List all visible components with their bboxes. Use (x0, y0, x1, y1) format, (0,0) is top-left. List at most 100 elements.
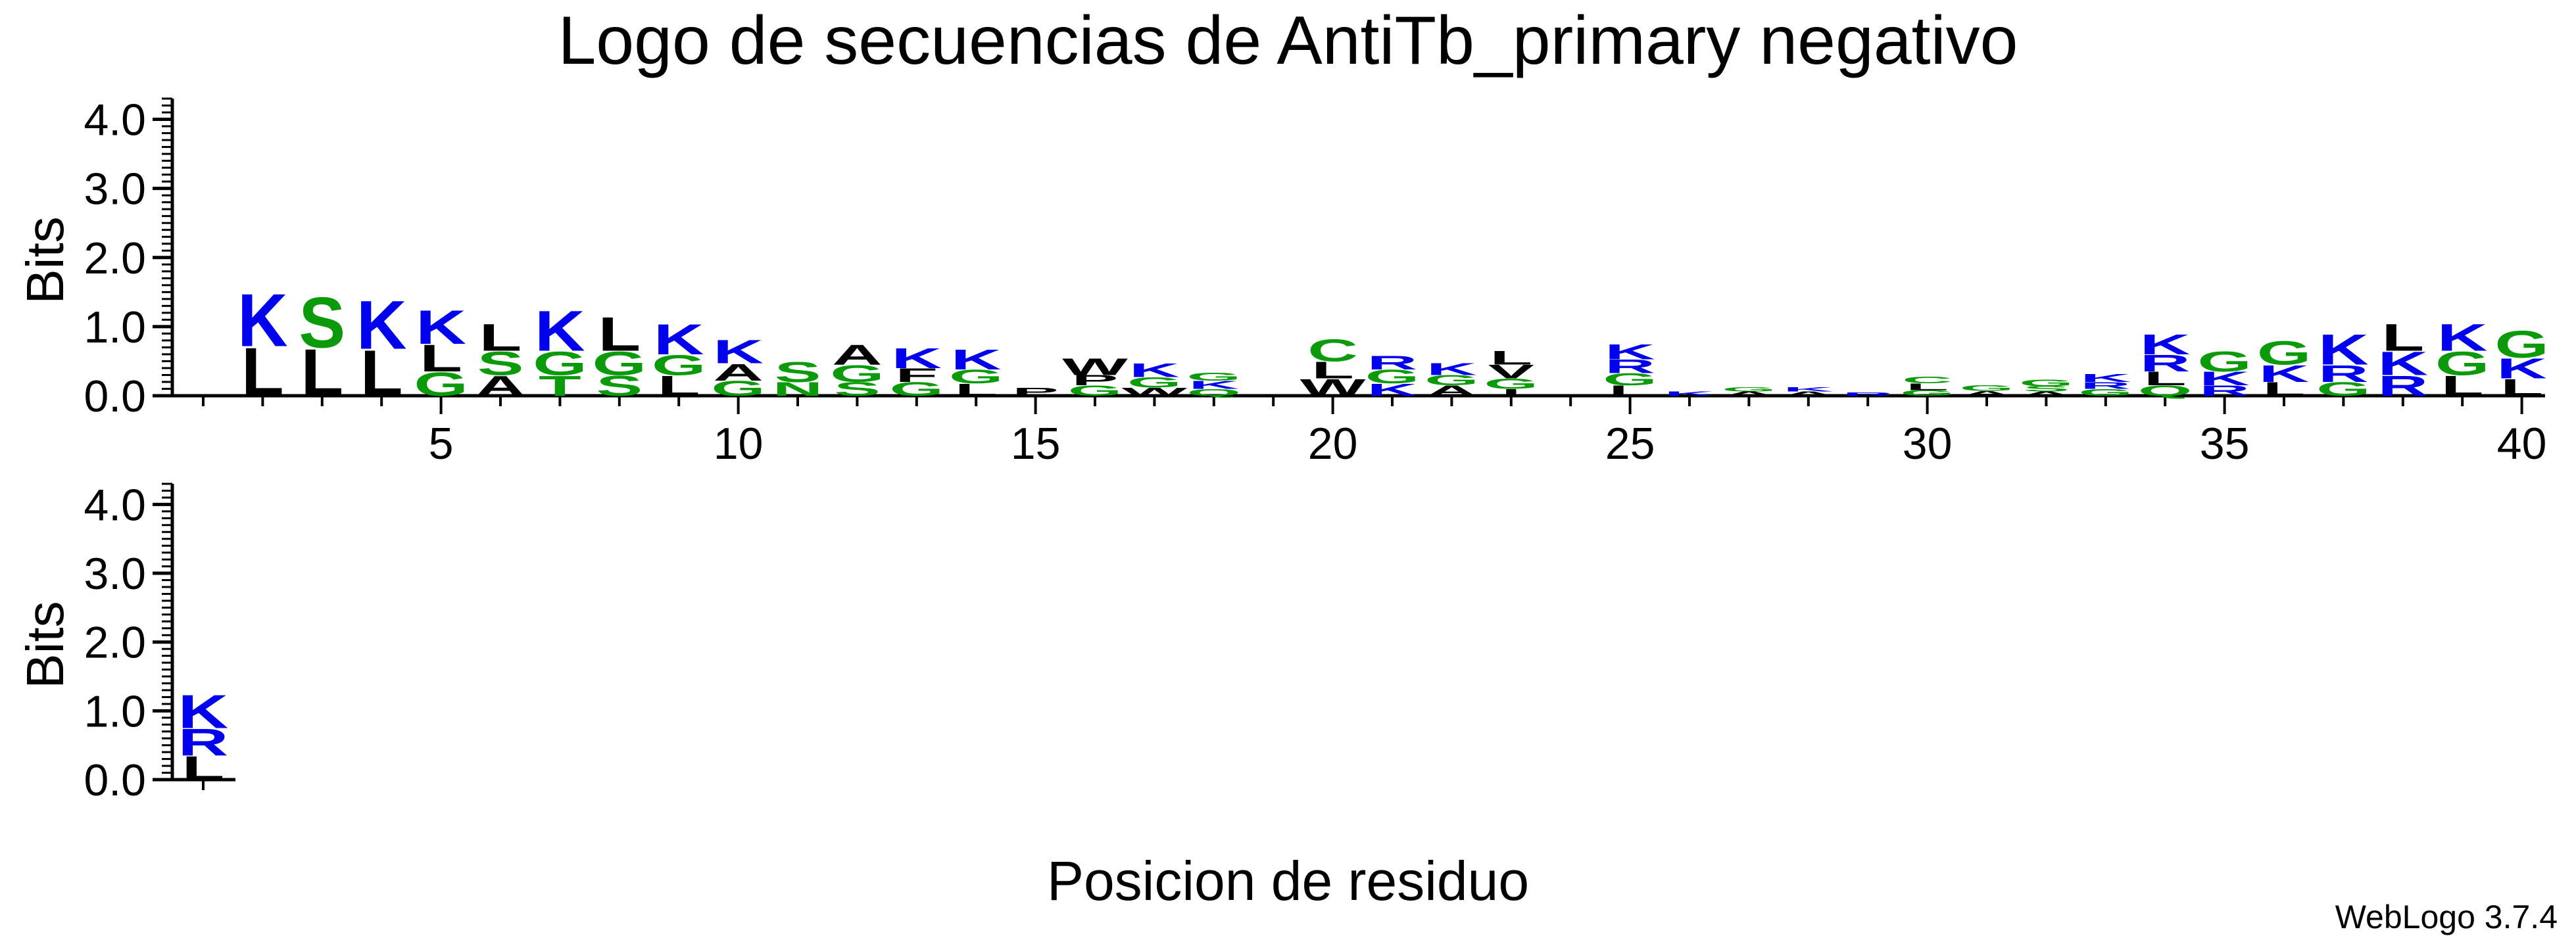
logo-letter: K (1189, 379, 1240, 392)
logo-letter: G (2079, 387, 2133, 398)
logo-letter: L (2500, 374, 2543, 401)
logo-letter: L (1609, 383, 1651, 399)
logo-letter: K (2378, 344, 2428, 382)
x-tick-label: 20 (1308, 419, 1358, 469)
x-tick-label: 25 (1605, 419, 1655, 469)
logo-letter: G (1960, 384, 2014, 392)
x-tick-label: 35 (2200, 419, 2250, 469)
logo-letter: A (475, 370, 525, 402)
logo-letter: Q (2138, 383, 2192, 399)
logo-letter: G (652, 350, 706, 382)
logo-letter: R (178, 722, 228, 765)
logo-letter: C (1307, 333, 1357, 368)
logo-letter: K (951, 344, 1001, 376)
x-axis-label: Posicion de residuo (1046, 850, 1530, 912)
logo-letter: S (834, 379, 881, 400)
logo-letter: L (598, 308, 641, 362)
logo-letter: G (2019, 377, 2073, 388)
logo-letter: A (1724, 390, 1774, 397)
y-tick-label: 2.0 (84, 233, 146, 283)
logo-letter: G (2197, 346, 2251, 378)
logo-letter: K (1426, 360, 1476, 379)
logo-letter: L (2263, 379, 2306, 400)
logo-letter: R (2378, 370, 2428, 402)
logo-letter: G (711, 377, 765, 400)
y-tick-label: 4.0 (84, 95, 146, 145)
logo-letter: K (356, 287, 406, 364)
logo-letter: S (775, 356, 821, 389)
x-tick-label: 5 (429, 419, 454, 469)
logo-letter: A (2021, 390, 2071, 397)
logo-letter: A (832, 339, 882, 371)
logo-letter: K (535, 298, 585, 363)
logo-letter: L (2381, 317, 2424, 360)
logo-letter: T (539, 370, 581, 402)
logo-letter: W (1121, 385, 1187, 398)
logo-letter: K (2437, 317, 2487, 360)
logo-letter: G (1900, 389, 1954, 397)
logo-letter: L (182, 749, 225, 787)
logo-letter: K (178, 686, 228, 739)
logo-letter: G (1127, 375, 1181, 390)
logo-letter: R (2140, 350, 2190, 377)
chart-title: Logo de secuencias de AntiTb_primary neg… (558, 3, 2018, 79)
logo-letter: G (1484, 376, 1538, 392)
y-axis-label: Bits (16, 216, 74, 304)
logo-letter: K (892, 342, 942, 375)
logo-letter: L (301, 336, 343, 411)
logo-letter: K (2318, 325, 2368, 374)
y-tick-label: 2.0 (84, 618, 146, 668)
logo-letter: K (1367, 380, 1417, 399)
logo-letter: K (1605, 340, 1655, 364)
logo-letter: G (1603, 370, 1657, 389)
x-tick-label: 10 (714, 419, 764, 469)
logo-letter: G (1187, 370, 1241, 383)
logo-letter: S (299, 282, 345, 363)
logo-letter: G (830, 360, 884, 387)
logo-letter: N (773, 379, 823, 400)
logo-letter: G (1424, 373, 1478, 389)
logo-letter: G (2435, 344, 2489, 382)
logo-letter: A (1962, 390, 2012, 397)
weblogo-credit: WebLogo 3.7.4 (2335, 899, 2558, 935)
logo-letter: G (1722, 387, 1776, 393)
logo-letter: L (1906, 382, 1949, 392)
logo-letter: G (1365, 366, 1419, 387)
logo-letter: L (479, 317, 522, 360)
logo-letter: G (2316, 379, 2370, 400)
y-axis-label: Bits (16, 601, 74, 688)
logo-letter: K (237, 279, 287, 362)
logo-letter: C (1902, 375, 1952, 385)
logo-letter: G (949, 366, 1003, 387)
logo-letter: G (533, 344, 587, 382)
logo-letter: K (2496, 353, 2546, 385)
logo-letter: L (2144, 368, 2187, 389)
logo-letter: R (2081, 381, 2131, 391)
logo-letter: L (2441, 370, 2484, 402)
logo-letter: L (955, 380, 998, 399)
logo-letter: L (420, 337, 462, 380)
logo-letter: G (2494, 323, 2548, 366)
logo-letter: K (1665, 390, 1714, 397)
logo-letter: L (658, 370, 700, 402)
logo-letter: K (1784, 387, 1834, 393)
logo-letter: R (1843, 391, 1893, 396)
y-tick-label: 4.0 (84, 480, 146, 530)
logo-row-2: 0.0 1.0 2.0 3.0 4.0 Bits LRK (16, 480, 235, 805)
logo-letter: K (2259, 360, 2309, 387)
logo-letter: R (1605, 356, 1655, 377)
y-tick-label: 3.0 (84, 549, 146, 599)
logo-letter: Q (1187, 387, 1241, 398)
logo-letter: L (1311, 357, 1354, 384)
logo-letter: A (1784, 390, 1834, 397)
x-tick-label: 15 (1011, 419, 1061, 469)
logo-letter: P (1012, 385, 1059, 398)
logo-letter: L (360, 337, 403, 410)
logo-letter: F (895, 365, 938, 386)
logo-row-1: 0.01.02.03.04.0BitsLKLSLK5GLKASLTGKSGLLG… (16, 95, 2549, 469)
logo-letter: R (1367, 352, 1417, 373)
logo-letter: K (2199, 368, 2249, 389)
logo-letter: W (1300, 374, 1366, 401)
logo-letter: R (2199, 383, 2249, 399)
